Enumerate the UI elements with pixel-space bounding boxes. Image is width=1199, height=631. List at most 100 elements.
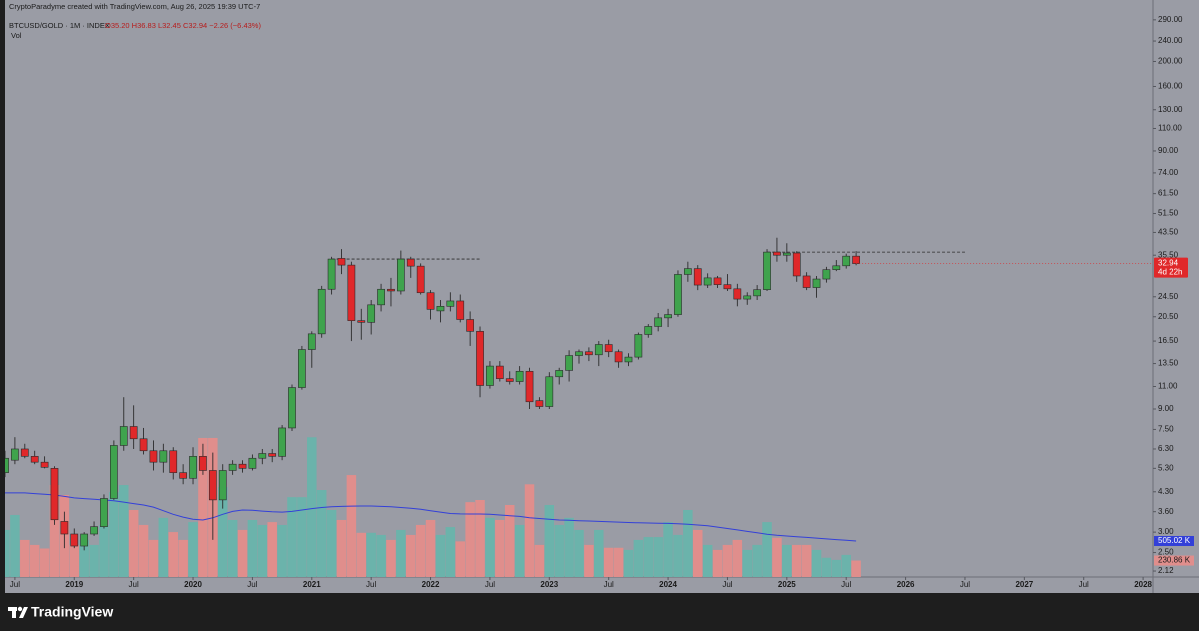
y-tick-label: 51.50 <box>1158 209 1179 218</box>
candle-body <box>139 438 148 452</box>
candle-body <box>317 288 326 335</box>
volume-bar <box>623 549 634 577</box>
candle-body <box>50 468 59 521</box>
y-tick-label: 20.50 <box>1158 312 1179 321</box>
candle-body <box>476 331 484 386</box>
candle-body <box>278 427 286 457</box>
candle-body <box>20 448 29 457</box>
candle-body <box>634 334 643 358</box>
candle-body <box>218 470 227 501</box>
volume-bar <box>594 529 604 577</box>
x-tick-label: 2024 <box>659 580 677 589</box>
volume-bar <box>831 559 842 577</box>
volume-bar <box>267 522 277 577</box>
candle-body <box>525 370 534 403</box>
volume-bar <box>524 484 535 577</box>
candle-body <box>40 461 49 468</box>
volume-bar <box>326 509 337 577</box>
y-tick-label: 3.00 <box>1158 527 1174 536</box>
y-tick-label: 290.00 <box>1158 15 1183 24</box>
volume-bar <box>158 517 169 577</box>
volume-bar <box>69 544 80 577</box>
volume-bar <box>455 541 465 577</box>
volume-bar <box>188 522 198 577</box>
volume-bar <box>336 519 347 577</box>
candle-body <box>852 255 860 264</box>
candle-body <box>515 370 524 382</box>
volume-bar <box>168 532 178 577</box>
candle-body <box>406 258 415 267</box>
x-tick-label: 2020 <box>184 580 202 589</box>
volume-bar <box>119 485 129 577</box>
candle-body <box>80 533 89 547</box>
volume-bar <box>425 519 436 577</box>
y-tick-label: 43.50 <box>1158 228 1179 237</box>
volume-bar <box>564 517 574 577</box>
volume-bar <box>762 522 772 577</box>
candle-body <box>11 448 19 461</box>
candle-body <box>446 300 455 307</box>
y-tick-label: 4.30 <box>1158 487 1174 496</box>
volume-ma-label: 505.02 K <box>1158 536 1191 545</box>
volume-bar <box>356 532 367 577</box>
candle-body <box>436 306 445 312</box>
y-tick-label: 11.00 <box>1158 382 1178 391</box>
y-tick-label: 130.00 <box>1158 105 1183 114</box>
volume-bar <box>376 534 386 577</box>
candle-body <box>129 426 138 440</box>
candle-body <box>624 356 633 363</box>
volume-legend: Vol <box>11 31 22 40</box>
volume-label: 230.86 K <box>1158 556 1191 565</box>
volume-bar <box>148 539 159 577</box>
logo-stem <box>12 607 16 618</box>
y-tick-label: 13.50 <box>1158 359 1179 368</box>
volume-bar <box>742 549 752 577</box>
volume-bar <box>415 524 426 577</box>
volume-bar <box>346 475 357 577</box>
volume-bar <box>406 534 416 577</box>
price-label: 32.94 <box>1158 259 1179 268</box>
x-tick-label: 2021 <box>303 580 321 589</box>
volume-bar <box>613 547 624 577</box>
candle-body <box>832 265 841 270</box>
candle-body <box>456 300 465 320</box>
y-tick-label: 160.00 <box>1158 82 1183 91</box>
volume-bar <box>841 554 851 577</box>
y-tick-label: 240.00 <box>1158 36 1183 45</box>
y-tick-label: 110.00 <box>1158 124 1182 133</box>
volume-bar <box>643 537 654 577</box>
volume-bar <box>782 544 792 577</box>
y-tick-label: 7.50 <box>1158 425 1174 434</box>
volume-bar <box>178 539 188 577</box>
volume-bar <box>128 509 139 577</box>
y-tick-label: 35.50 <box>1158 250 1179 259</box>
volume-bar <box>49 485 60 577</box>
candle-body <box>654 317 663 327</box>
candle-body <box>149 450 158 463</box>
volume-bar <box>673 534 683 577</box>
volume-bar <box>79 539 89 577</box>
x-tick-label: Jul <box>960 580 970 589</box>
volume-bar <box>514 524 525 577</box>
y-tick-label: 24.50 <box>1158 292 1179 301</box>
x-tick-label: Jul <box>10 580 20 589</box>
candle-body <box>416 265 425 294</box>
candle-body <box>555 370 564 378</box>
candle-body <box>486 365 494 386</box>
candle-body <box>713 277 722 285</box>
x-tick-label: Jul <box>841 580 851 589</box>
candle-body <box>575 351 583 356</box>
x-tick-label: Jul <box>129 580 139 589</box>
candle-body <box>169 450 178 473</box>
x-tick-label: 2023 <box>540 580 558 589</box>
candle-body <box>664 314 672 319</box>
y-tick-label: 3.60 <box>1158 507 1174 516</box>
candle-body <box>763 251 771 290</box>
volume-bar <box>297 497 307 577</box>
volume-ma-line <box>5 492 857 542</box>
candle-body <box>199 456 207 471</box>
volume-layer <box>5 437 861 577</box>
candle-body <box>258 453 267 459</box>
candle-body <box>505 378 514 382</box>
volume-bar <box>89 544 99 577</box>
